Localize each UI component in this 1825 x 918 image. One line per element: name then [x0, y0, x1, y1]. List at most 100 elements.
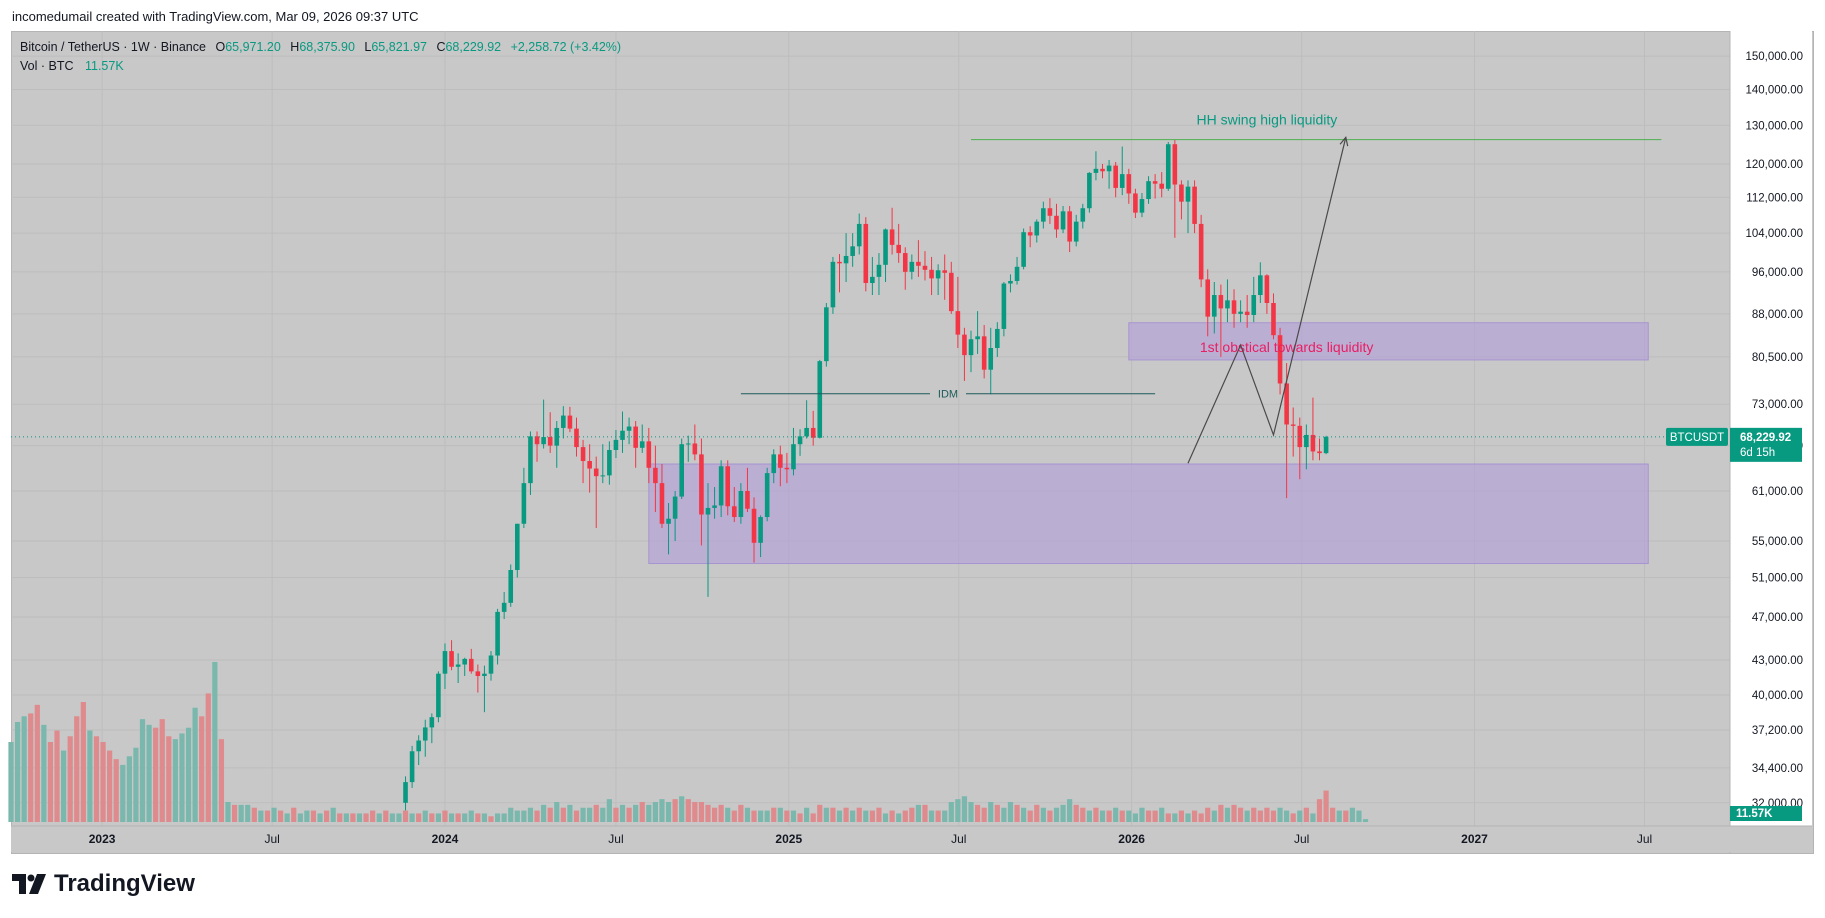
candle[interactable]	[902, 247, 908, 290]
candle[interactable]	[1198, 214, 1204, 288]
candle[interactable]	[1212, 281, 1217, 334]
candle[interactable]	[475, 664, 481, 693]
candle[interactable]	[863, 217, 869, 292]
candle[interactable]	[403, 776, 408, 811]
candle[interactable]	[488, 651, 494, 681]
projection[interactable]	[1187, 137, 1347, 464]
candle[interactable]	[1014, 256, 1020, 285]
candle[interactable]	[1159, 172, 1164, 198]
candle[interactable]	[916, 240, 921, 277]
chart-frame[interactable]	[11, 31, 1814, 854]
candle[interactable]	[1238, 300, 1243, 323]
candle[interactable]	[692, 424, 698, 461]
candle[interactable]	[751, 497, 757, 563]
candle[interactable]	[758, 515, 763, 558]
volume-label[interactable]: Vol · BTC	[20, 59, 74, 73]
candle[interactable]	[1244, 295, 1250, 328]
candle[interactable]	[547, 412, 553, 453]
candle[interactable]	[679, 438, 684, 499]
candle[interactable]	[1258, 262, 1263, 304]
candle[interactable]	[705, 483, 711, 597]
candle[interactable]	[797, 429, 803, 456]
candle[interactable]	[1119, 146, 1125, 196]
candle[interactable]	[416, 735, 421, 766]
candle[interactable]	[1126, 168, 1132, 204]
candle[interactable]	[1271, 293, 1276, 340]
candle[interactable]	[607, 441, 612, 485]
candle[interactable]	[995, 322, 1000, 357]
candle[interactable]	[659, 464, 665, 529]
candle[interactable]	[587, 444, 592, 493]
candle[interactable]	[455, 653, 461, 684]
candle[interactable]	[968, 330, 974, 373]
candle[interactable]	[1080, 203, 1086, 229]
candle[interactable]	[1179, 180, 1184, 220]
candle[interactable]	[1021, 228, 1026, 270]
candle[interactable]	[1264, 274, 1270, 314]
candle[interactable]	[613, 430, 619, 459]
candle[interactable]	[501, 591, 507, 620]
candle[interactable]	[699, 438, 704, 546]
candle[interactable]	[1165, 141, 1171, 191]
candle[interactable]	[574, 417, 579, 457]
candle[interactable]	[975, 311, 980, 354]
zone-upper[interactable]	[1128, 322, 1649, 361]
candle[interactable]	[850, 233, 855, 267]
candle[interactable]	[462, 657, 468, 676]
candle[interactable]	[935, 264, 941, 296]
zone-lower[interactable]	[648, 463, 1649, 565]
candle[interactable]	[896, 223, 901, 263]
candle[interactable]	[909, 254, 915, 280]
candle[interactable]	[1106, 159, 1112, 189]
candle[interactable]	[468, 648, 474, 674]
candle[interactable]	[955, 276, 961, 348]
candle[interactable]	[725, 460, 731, 516]
symbol-title[interactable]: Bitcoin / TetherUS · 1W · Binance	[20, 40, 206, 54]
candle[interactable]	[1041, 201, 1046, 229]
candle[interactable]	[1225, 279, 1230, 323]
candle[interactable]	[409, 745, 415, 788]
candle[interactable]	[666, 503, 671, 555]
candle[interactable]	[561, 406, 566, 439]
candle[interactable]	[948, 261, 954, 314]
candle[interactable]	[1251, 276, 1257, 323]
candle[interactable]	[1027, 226, 1033, 248]
candle[interactable]	[515, 523, 520, 578]
candle[interactable]	[830, 256, 836, 314]
candle[interactable]	[620, 411, 625, 453]
candle[interactable]	[778, 445, 783, 487]
candle[interactable]	[1047, 198, 1053, 224]
candle[interactable]	[1133, 188, 1138, 219]
candle[interactable]	[449, 640, 454, 671]
candle[interactable]	[929, 256, 934, 296]
candle[interactable]	[824, 303, 829, 367]
candle[interactable]	[639, 424, 645, 453]
candle[interactable]	[567, 406, 573, 433]
candle[interactable]	[528, 431, 533, 495]
candle[interactable]	[541, 399, 546, 449]
tradingview-logo[interactable]: TradingView	[12, 870, 195, 898]
candle[interactable]	[429, 713, 435, 744]
candle[interactable]	[653, 445, 658, 513]
candle[interactable]	[889, 207, 895, 255]
candle[interactable]	[784, 452, 790, 484]
candle[interactable]	[810, 410, 816, 446]
candle[interactable]	[534, 431, 540, 462]
candle[interactable]	[672, 490, 678, 542]
candle[interactable]	[1304, 424, 1309, 470]
symbol-badge[interactable]	[1666, 427, 1728, 446]
candle[interactable]	[962, 327, 967, 381]
candle[interactable]	[922, 251, 928, 281]
candle[interactable]	[1323, 435, 1329, 455]
candle[interactable]	[876, 253, 882, 296]
candle[interactable]	[482, 665, 487, 713]
candle[interactable]	[731, 487, 737, 523]
candle[interactable]	[1093, 151, 1099, 181]
candle[interactable]	[988, 327, 994, 395]
candle[interactable]	[1008, 274, 1013, 293]
candle[interactable]	[1192, 180, 1197, 234]
time-axis[interactable]	[11, 826, 1812, 852]
candle[interactable]	[1205, 269, 1211, 337]
candle[interactable]	[436, 671, 441, 723]
